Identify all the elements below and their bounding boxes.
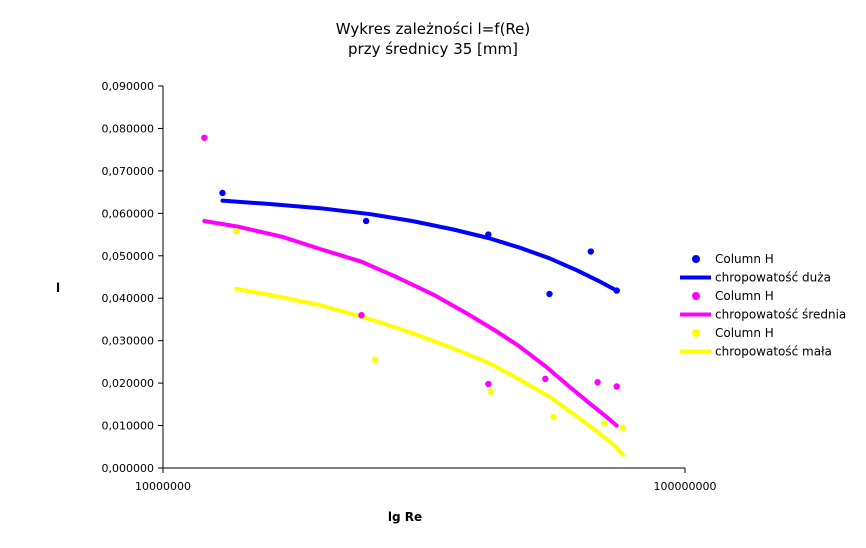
legend-label: Column H	[715, 252, 774, 266]
data-point	[362, 217, 370, 225]
chart-subtitle: przy średnicy 35 [mm]	[348, 40, 518, 58]
y-axis-label: l	[56, 281, 60, 295]
legend: Column H chropowatość duża Column H chropow…	[680, 252, 846, 359]
legend-label: chropowatość duża	[715, 271, 831, 285]
data-point	[542, 375, 549, 383]
legend-marker	[692, 255, 700, 263]
x-axis: 10000000 100000000	[135, 467, 717, 493]
y-tick-label: 0,000000	[102, 462, 155, 475]
plot-lines	[202, 198, 625, 457]
legend-label: chropowatość mała	[715, 345, 832, 359]
data-point	[600, 420, 608, 427]
data-point	[594, 379, 601, 386]
legend-label: chropowatość średnia	[715, 308, 846, 322]
data-point	[485, 231, 492, 238]
data-point	[619, 424, 626, 431]
y-tick-label: 0,010000	[102, 420, 155, 433]
data-point	[550, 413, 557, 421]
data-point	[232, 227, 240, 235]
y-tick-label: 0,020000	[102, 377, 155, 390]
data-point	[546, 290, 553, 298]
y-tick-label: 0,030000	[102, 335, 155, 348]
y-tick-label: 0,040000	[102, 292, 155, 305]
x-tick-label: 10000000	[135, 480, 191, 493]
data-point	[613, 287, 620, 294]
data-point	[372, 356, 379, 363]
data-point	[613, 383, 620, 390]
x-axis-label: lg Re	[388, 510, 422, 524]
data-point	[487, 388, 495, 395]
y-tick-label: 0,060000	[102, 207, 155, 220]
data-point	[219, 189, 226, 197]
plot-points	[201, 134, 626, 431]
x-tick-label: 100000000	[654, 480, 717, 493]
y-tick-label: 0,050000	[102, 250, 155, 263]
data-point	[201, 134, 208, 141]
series-line	[234, 286, 625, 457]
legend-marker	[692, 329, 700, 337]
chart-title: Wykres zależności l=f(Re)	[336, 20, 531, 38]
series-line	[202, 219, 619, 428]
y-tick-label: 0,070000	[102, 165, 155, 178]
legend-label: Column H	[715, 289, 774, 303]
data-point	[358, 312, 365, 319]
y-tick-label: 0,090000	[102, 80, 155, 93]
data-point	[485, 380, 492, 388]
legend-label: Column H	[715, 326, 774, 340]
legend-marker	[692, 292, 700, 300]
y-tick-label: 0,080000	[102, 122, 155, 135]
data-point	[587, 248, 595, 255]
y-axis: 0,000000 0,010000 0,020000 0,030000 0,040000…	[102, 80, 164, 475]
series-line	[220, 198, 619, 293]
